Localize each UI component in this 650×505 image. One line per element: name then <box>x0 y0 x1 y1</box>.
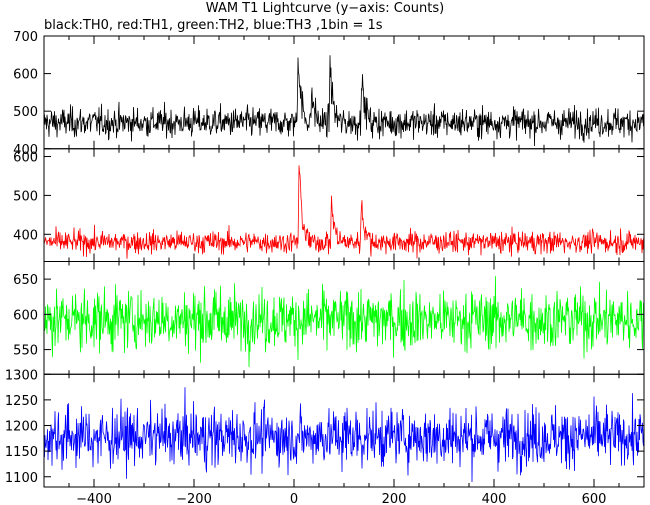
panel-frame-th3 <box>43 373 645 488</box>
x-tick-label: 200 <box>382 492 407 505</box>
x-tick-label: 600 <box>582 492 607 505</box>
y-tick-label: 1250 <box>5 394 38 409</box>
x-tick-label: 400 <box>482 492 507 505</box>
y-tick-label: 1150 <box>5 445 38 460</box>
chart-title: WAM T1 Lightcurve (y−axis: Counts) <box>205 1 445 16</box>
y-tick-label: 650 <box>13 273 38 288</box>
series-th3-line <box>43 387 645 483</box>
y-tick-label: 1300 <box>5 368 38 383</box>
chart-subtitle: black:TH0, red:TH1, green:TH2, blue:TH3 … <box>44 18 383 33</box>
series-th1-line <box>43 165 645 259</box>
y-tick-label: 1100 <box>5 471 38 486</box>
y-tick-label: 550 <box>13 344 38 359</box>
y-tick-label: 700 <box>13 30 38 45</box>
panel-frame-th0 <box>43 35 645 150</box>
series-th2-line <box>43 276 645 368</box>
y-tick-label: 500 <box>13 189 38 204</box>
x-tick-label: 0 <box>290 492 298 505</box>
x-tick-label: −200 <box>176 492 212 505</box>
y-tick-label: 600 <box>13 151 38 166</box>
y-tick-label: 600 <box>13 308 38 323</box>
x-tick-label: −400 <box>76 492 112 505</box>
y-tick-label: 600 <box>13 68 38 83</box>
y-tick-label: 500 <box>13 105 38 120</box>
y-tick-label: 400 <box>13 143 38 158</box>
y-tick-label: 1200 <box>5 420 38 435</box>
series-th0-line <box>43 55 645 147</box>
y-tick-label: 400 <box>13 228 38 243</box>
